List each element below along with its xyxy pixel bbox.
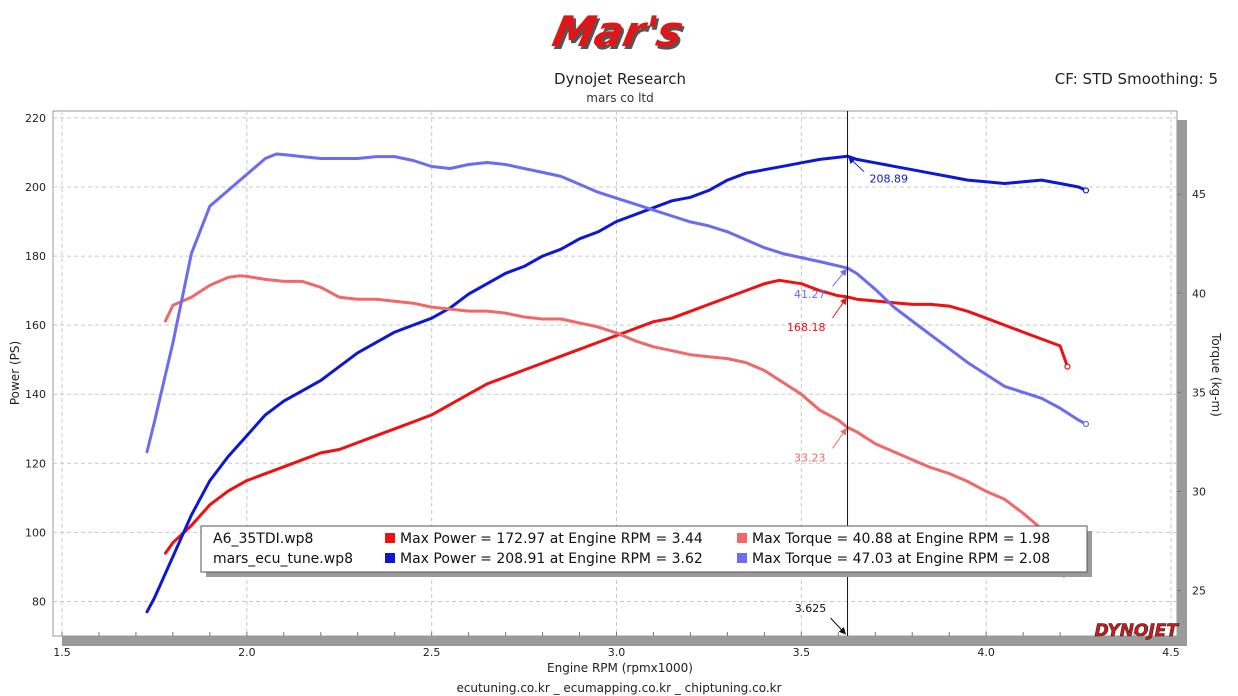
legend-file-stock: A6_35TDI.wp8 [213,531,313,547]
x-tick-label: 2.0 [238,646,256,659]
series-line-power_stock [164,278,1069,555]
legend-torque-stock: Max Torque = 40.88 at Engine RPM = 1.98 [752,531,1050,547]
annotation-arrow [832,297,847,319]
footer-links: ecutuning.co.kr _ ecumapping.co.kr _ chi… [456,681,782,695]
cursor-annotations: 208.89 41.27 168.18 33.23 [787,156,909,464]
rpm-cursor-arrow [830,617,847,635]
x-tick-label: 3.0 [608,646,626,659]
annotation-label-torque_tune: 41.27 [794,288,826,301]
annotation-arrow [832,268,847,287]
chart-title: Dynojet Research [554,70,686,88]
x-tick-label: 2.5 [423,646,441,659]
annotation-arrow [848,156,865,173]
y-tick-label: 120 [25,457,46,470]
plot-bevel-bottom [62,636,1187,646]
series-line-power_tune [145,154,1088,614]
dynojet-watermark: DYNOJET [1095,621,1180,641]
y-axis-ticks: 80 100 120 140 160 180 200 220 [25,112,46,609]
y2-tick-label: 35 [1192,386,1206,399]
annotation-label-power_tune: 208.89 [870,172,909,185]
legend-swatch-torque-stock [737,533,747,543]
legend-box [200,525,1088,573]
legend-swatch-power-stock [385,533,395,543]
y-tick-label: 200 [25,181,46,194]
annotation-label-torque_stock: 33.23 [794,451,826,464]
minor-ticks [61,632,1172,636]
brand-logo-text: Mar's [548,8,687,56]
legend-swatch-power-tune [385,553,395,563]
series-end-marker [1064,363,1071,370]
x-axis-ticks: 1.5 2.0 2.5 3.0 3.5 4.0 4.5 [53,646,1180,659]
y-axis-label: Power (PS) [8,341,22,405]
chart-subtitle: mars co ltd [586,91,654,105]
y2-tick-label: 40 [1192,287,1206,300]
y-tick-label: 160 [25,319,46,332]
legend-file-tune: mars_ecu_tune.wp8 [213,551,353,567]
series-lines [145,152,1090,614]
x-axis-label: Engine RPM (rpmx1000) [547,661,693,675]
y2-tick-label: 30 [1192,485,1206,498]
annotation-label-power_stock: 168.18 [787,321,826,334]
y2-axis-ticks: 25 30 35 40 45 [1177,188,1206,597]
legend-swatch-torque-tune [737,553,747,563]
legend-power-tune: Max Power = 208.91 at Engine RPM = 3.62 [400,551,703,567]
series-line-torque_stock [164,274,1066,577]
series-line-torque_tune [145,152,1088,454]
y-tick-label: 140 [25,388,46,401]
legend-power-stock: Max Power = 172.97 at Engine RPM = 3.44 [400,531,703,547]
legend: A6_35TDI.wp8 Max Power = 172.97 at Engin… [200,525,1092,577]
brand-logo-shadow: Mar's [551,11,690,59]
brand-logo: Mar's Mar's [548,8,690,59]
y-tick-label: 220 [25,112,46,125]
y-tick-label: 180 [25,250,46,263]
series-end-marker [1082,187,1090,194]
x-tick-label: 4.0 [977,646,995,659]
rpm-cursor-label: 3.625 [795,602,827,615]
x-tick-label: 4.5 [1162,646,1180,659]
x-tick-label: 3.5 [793,646,811,659]
y-tick-label: 100 [25,526,46,539]
legend-torque-tune: Max Torque = 47.03 at Engine RPM = 2.08 [752,551,1050,567]
settings-label: CF: STD Smoothing: 5 [1054,70,1218,88]
series-end-marker [1082,420,1090,428]
y2-tick-label: 45 [1192,188,1206,201]
y2-tick-label: 25 [1192,584,1206,597]
y2-axis-label: Torque (kg-m) [1209,332,1223,417]
x-tick-label: 1.5 [53,646,71,659]
plot-bevel [1177,120,1187,646]
annotation-arrow [832,427,847,449]
y-tick-label: 80 [32,595,46,608]
